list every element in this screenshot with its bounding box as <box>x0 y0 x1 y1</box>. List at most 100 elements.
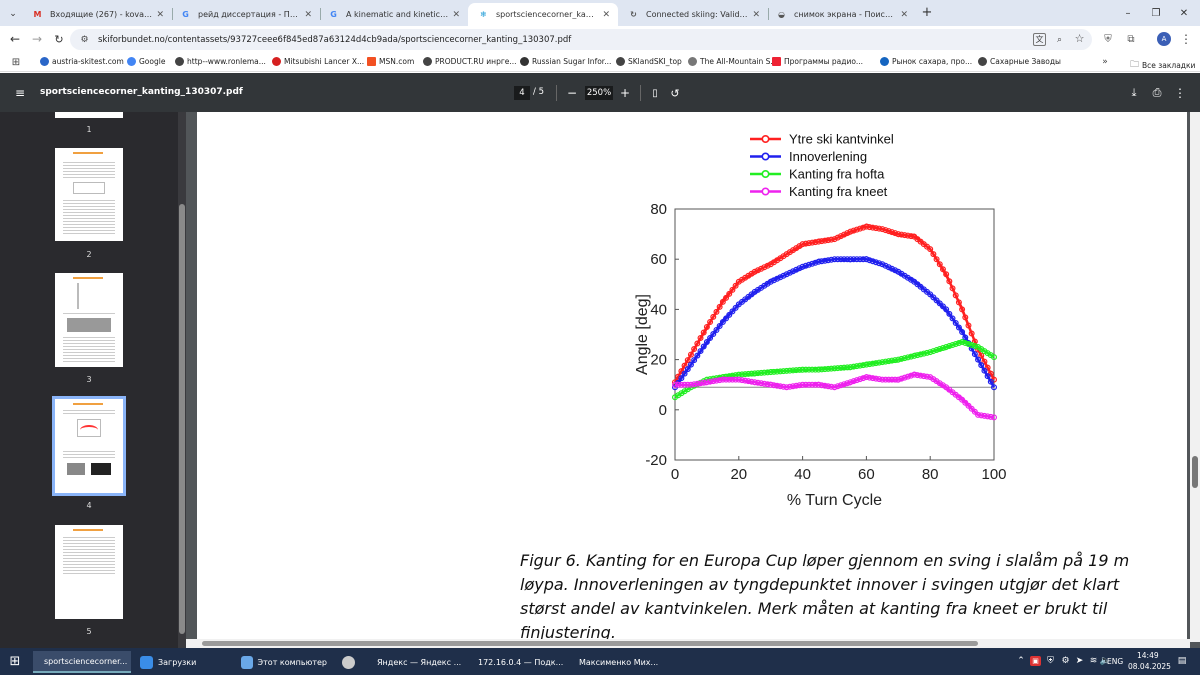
horizontal-scrollbar[interactable] <box>186 639 1190 648</box>
zoom-in-icon[interactable]: + <box>619 86 631 100</box>
new-tab-icon[interactable]: + <box>921 4 933 20</box>
profile-avatar[interactable]: A <box>1157 32 1171 46</box>
tray-telegram-icon[interactable]: ➤ <box>1075 656 1084 666</box>
series-marker-3 <box>920 373 927 380</box>
bookmark-msn[interactable]: MSN.com <box>367 57 414 66</box>
series-marker-2 <box>939 345 946 352</box>
close-icon[interactable]: ✕ <box>156 9 164 20</box>
close-icon[interactable]: ✕ <box>304 9 312 20</box>
close-icon[interactable]: ✕ <box>752 9 760 20</box>
tab-kinematic-study[interactable]: GA kinematic and kinetic study o✕ <box>318 3 468 26</box>
bookmark-mitsubishi[interactable]: Mitsubishi Lancer X... <box>272 57 364 66</box>
bookmark-google[interactable]: Google <box>127 57 165 66</box>
clock-date[interactable]: 08.04.2025 <box>1128 662 1171 671</box>
series-marker-0 <box>959 306 966 313</box>
windows-start-icon[interactable]: ⊞ <box>9 653 21 669</box>
vertical-scroll-thumb[interactable] <box>1192 456 1198 488</box>
bookmark-ronlema[interactable]: http--www.ronlema... <box>175 57 266 66</box>
site-info-icon[interactable]: ⚙ <box>80 34 89 45</box>
back-icon[interactable]: ← <box>9 32 21 46</box>
tray-app-icon[interactable]: ▣ <box>1030 656 1041 666</box>
tray-network-icon[interactable]: ⚙ <box>1061 656 1070 666</box>
tab-connected-skiing[interactable]: ↻Connected skiing: Validation of✕ <box>618 3 768 26</box>
page-thumbnail-1[interactable] <box>55 112 123 118</box>
tray-chevron-icon[interactable]: ⌃ <box>1017 656 1025 666</box>
series-marker-3 <box>965 402 972 409</box>
x-tick-label: 100 <box>981 466 1006 483</box>
bookmark-all-mountain[interactable]: The All-Mountain S... <box>688 57 778 66</box>
rotate-icon[interactable]: ↺ <box>670 86 680 100</box>
page-thumbnail-2[interactable] <box>55 148 123 241</box>
bookmark-skland[interactable]: SKlandSKI_top <box>616 57 682 66</box>
more-bookmarks-icon[interactable]: » <box>1102 57 1108 67</box>
window-close-icon[interactable]: ✕ <box>1179 7 1189 19</box>
page-thumbnail-5[interactable] <box>55 525 123 619</box>
series-marker-2 <box>786 367 793 374</box>
address-bar[interactable]: ⚙ skiforbundet.no/contentassets/93727cee… <box>70 29 1092 50</box>
sidebar-scroll-thumb[interactable] <box>179 204 185 634</box>
tab-sportsciencecorner[interactable]: ❄sportsciencecorner_kanting_130✕ <box>468 3 618 26</box>
page-thumbnail-4[interactable] <box>55 399 123 493</box>
series-marker-3 <box>790 383 797 390</box>
tab-search-icon[interactable]: ⌄ <box>9 9 17 19</box>
tab-screenshot-search[interactable]: ◒снимок экрана - Поиск в Goog✕ <box>778 9 908 20</box>
sidebar-menu-icon[interactable]: ≡ <box>14 86 26 100</box>
series-marker-3 <box>863 374 870 381</box>
keyboard-language[interactable]: ENG <box>1107 657 1124 666</box>
taskbar-yandex-browser[interactable]: Максименко Мих... <box>579 657 659 667</box>
sugar-icon <box>520 57 529 66</box>
zoom-icon[interactable]: ⌕ <box>1056 34 1063 45</box>
fit-page-icon[interactable]: ▯ <box>652 87 658 99</box>
series-marker-1 <box>831 256 838 263</box>
series-marker-2 <box>901 355 908 362</box>
apps-grid-icon[interactable]: ⊞ <box>11 56 21 68</box>
horizontal-scroll-thumb[interactable] <box>202 641 978 646</box>
shield-extension-icon[interactable]: ⛨ <box>1104 33 1112 45</box>
minimize-icon[interactable]: – <box>1125 7 1131 19</box>
tray-wifi-icon[interactable]: ≋ <box>1089 656 1098 666</box>
more-options-icon[interactable]: ⋮ <box>1174 86 1186 100</box>
sidebar-scrollbar[interactable] <box>178 112 186 648</box>
bookmark-product-ru[interactable]: PRODUCT.RU инрге... <box>423 57 517 66</box>
bookmark-russian-sugar[interactable]: Russian Sugar Infor... <box>520 57 611 66</box>
restore-icon[interactable]: ❐ <box>1151 7 1161 19</box>
clock-time[interactable]: 14:49 <box>1137 651 1159 660</box>
bookmark-star-icon[interactable]: ☆ <box>1074 32 1085 45</box>
tray-shield-icon[interactable]: ⛨ <box>1047 656 1054 666</box>
taskbar-chrome[interactable]: sportsciencecorner... <box>33 651 131 673</box>
translate-icon[interactable]: 文 <box>1033 33 1046 46</box>
taskbar-yandex[interactable]: Яндекс — Яндекс ... <box>377 657 462 667</box>
bookmark-sugar-market[interactable]: Рынок сахара, про... <box>880 57 972 66</box>
taskbar-remote-desktop[interactable]: 172.16.0.4 — Подк... <box>478 657 563 667</box>
close-icon[interactable]: ✕ <box>452 9 460 20</box>
download-icon[interactable]: ⤓ <box>1131 86 1137 99</box>
page-thumbnail-3[interactable] <box>55 273 123 367</box>
series-marker-2 <box>869 360 876 367</box>
x-tick-label: 20 <box>730 466 747 483</box>
zoom-level-input[interactable]: 250% <box>585 86 613 100</box>
series-marker-1 <box>876 260 883 267</box>
taskbar-this-pc[interactable]: Этот компьютер <box>235 651 333 673</box>
close-icon[interactable]: ✕ <box>602 9 610 20</box>
bookmark-sugar-plants[interactable]: Сахарные Заводы <box>978 57 1061 66</box>
series-marker-1 <box>777 274 784 281</box>
bookmark-radio-programs[interactable]: Программы радио... <box>772 57 863 66</box>
vertical-scrollbar[interactable] <box>1190 112 1200 642</box>
reload-icon[interactable]: ↻ <box>54 32 64 46</box>
extensions-puzzle-icon[interactable]: ⧉ <box>1127 33 1135 45</box>
close-icon[interactable]: ✕ <box>900 9 908 20</box>
tray-volume-icon[interactable]: 🔈 <box>1099 656 1112 666</box>
taskbar-app[interactable] <box>336 651 362 673</box>
taskbar-downloads[interactable]: Загрузки <box>134 651 230 673</box>
series-marker-1 <box>892 267 899 274</box>
zoom-out-icon[interactable]: − <box>566 86 578 100</box>
all-bookmarks[interactable]: 🗀 Все закладки <box>1130 57 1195 73</box>
bookmark-austria-skitest[interactable]: austria-skitest.com <box>40 57 124 66</box>
notifications-icon[interactable]: ▤ <box>1177 656 1187 666</box>
forward-icon[interactable]: → <box>31 32 43 46</box>
menu-dots-icon[interactable]: ⋮ <box>1180 32 1192 46</box>
print-icon[interactable]: ⎙ <box>1152 86 1162 99</box>
page-number-input[interactable]: 4 <box>514 86 530 100</box>
